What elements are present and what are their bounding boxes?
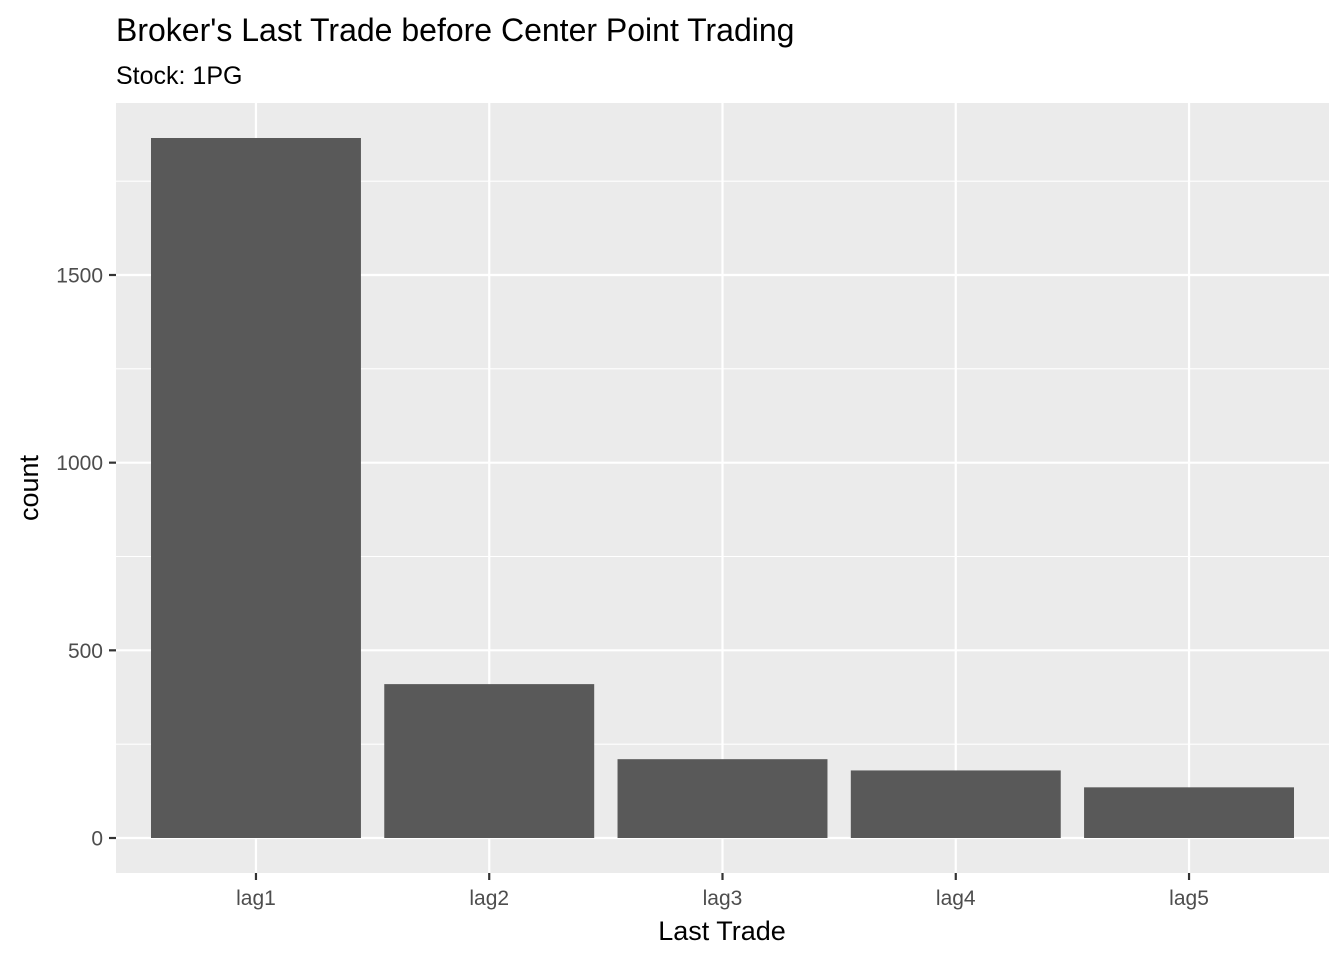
bar-lag1	[150, 138, 361, 838]
chart-title: Broker's Last Trade before Center Point …	[116, 12, 794, 48]
x-tick-label: lag4	[936, 887, 976, 910]
y-axis-title: count	[14, 454, 44, 521]
bar-lag4	[850, 770, 1061, 838]
x-axis: lag1 lag2 lag3 lag4 lag5	[236, 873, 1209, 910]
y-tick-label: 1500	[56, 264, 103, 287]
x-tick-label: lag2	[469, 887, 509, 910]
x-tick-label: lag1	[236, 887, 276, 910]
bar-lag5	[1084, 787, 1295, 838]
x-tick-label: lag3	[703, 887, 743, 910]
bar-lag3	[617, 759, 828, 838]
y-axis: 0 500 1000 1500	[56, 264, 116, 851]
y-tick-label: 0	[91, 828, 103, 851]
bars-layer	[150, 138, 1295, 838]
y-tick-label: 1000	[56, 452, 103, 475]
chart-subtitle: Stock: 1PG	[116, 62, 242, 90]
bar-lag2	[384, 684, 595, 838]
y-tick-label: 500	[68, 640, 103, 663]
x-tick-label: lag5	[1169, 887, 1209, 910]
x-axis-title: Last Trade	[658, 916, 786, 946]
